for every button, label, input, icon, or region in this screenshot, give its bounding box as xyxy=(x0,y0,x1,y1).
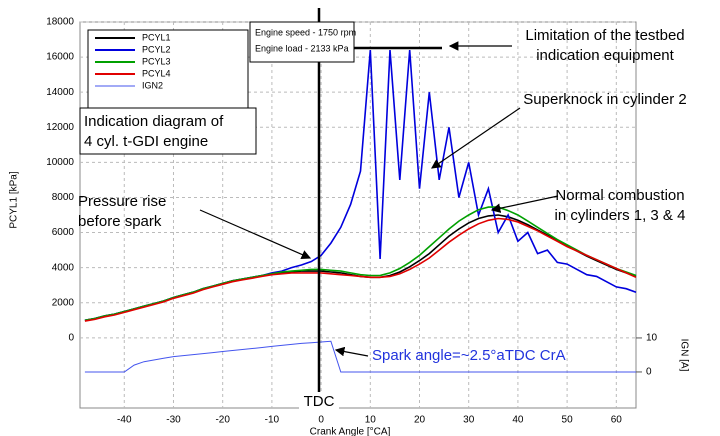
annotation: TDC xyxy=(304,393,335,410)
info-text: Engine load - 2133 kPa xyxy=(255,43,349,53)
y2-tick-label: 0 xyxy=(646,367,652,378)
y-tick-label: 10000 xyxy=(46,157,74,168)
y-tick-label: 16000 xyxy=(46,52,74,63)
annotation: Superknock in cylinder 2 xyxy=(523,91,686,108)
x-tick-label: -20 xyxy=(215,415,230,426)
arrow xyxy=(431,107,521,169)
y-tick-label: 18000 xyxy=(46,17,74,28)
series-line xyxy=(84,340,636,373)
annotation: Spark angle=~2.5°aTDC CrA xyxy=(372,347,566,364)
arrow xyxy=(199,209,312,260)
x-axis-label: Crank Angle [°CA] xyxy=(310,427,391,436)
series-line xyxy=(84,217,637,322)
legend-label: PCYL1 xyxy=(142,32,171,42)
y-tick-label: 2000 xyxy=(52,297,75,308)
y-tick-label: 12000 xyxy=(46,122,74,133)
text-box xyxy=(79,107,257,155)
x-tick-label: 10 xyxy=(365,415,377,426)
x-tick-label: 40 xyxy=(512,415,524,426)
info-text: Engine speed - 1750 rpm xyxy=(255,27,356,37)
x-tick-label: 0 xyxy=(318,415,324,426)
y-tick-label: 8000 xyxy=(52,192,75,203)
x-tick-label: -30 xyxy=(166,415,181,426)
y2-axis-label: IGN [A] xyxy=(678,339,689,372)
y-tick-label: 6000 xyxy=(52,227,75,238)
annotation: indication equipment xyxy=(536,47,674,64)
y2-tick-label: 10 xyxy=(646,333,658,344)
tdc-bg xyxy=(299,392,339,412)
x-tick-label: 20 xyxy=(414,415,426,426)
annotation: in cylinders 1, 3 & 4 xyxy=(555,207,686,224)
legend-label: PCYL3 xyxy=(142,56,171,66)
y-tick-label: 14000 xyxy=(46,87,74,98)
legend-label: IGN2 xyxy=(142,80,163,90)
y-tick-label: 4000 xyxy=(52,262,75,273)
x-tick-label: 50 xyxy=(562,415,574,426)
annotation: 4 cyl. t-GDI engine xyxy=(84,133,208,150)
annotation: Indication diagram of xyxy=(84,113,224,130)
info-box xyxy=(249,21,355,63)
series-line xyxy=(84,206,637,322)
y-tick-label: 0 xyxy=(68,332,74,343)
legend-box xyxy=(87,29,249,123)
x-tick-label: -40 xyxy=(117,415,132,426)
y-axis-label: PCYL1 [kPa] xyxy=(9,171,20,228)
arrow xyxy=(490,195,559,213)
legend-label: PCYL4 xyxy=(142,68,171,78)
annotation: Pressure rise xyxy=(78,193,166,210)
legend-label: PCYL2 xyxy=(142,44,171,54)
x-tick-label: -10 xyxy=(265,415,280,426)
annotation: Limitation of the testbed xyxy=(525,27,684,44)
annotation: Normal combustion xyxy=(555,187,684,204)
annotation: before spark xyxy=(78,213,162,230)
x-tick-label: 30 xyxy=(463,415,475,426)
arrow xyxy=(334,346,369,357)
x-tick-label: 60 xyxy=(611,415,623,426)
